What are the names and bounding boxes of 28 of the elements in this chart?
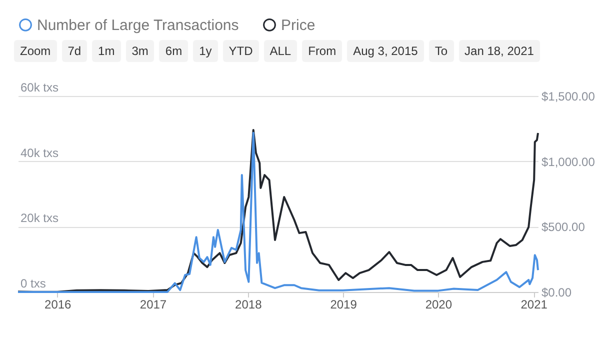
text: Zoom: [14, 40, 57, 62]
x-tick-label: 2019: [330, 298, 358, 312]
text: 7d: [62, 40, 88, 62]
text: 1y: [193, 40, 218, 62]
text: ALL: [264, 40, 298, 62]
y2-tick-label: $0.00: [542, 286, 572, 300]
legend-label: Price: [281, 16, 316, 34]
x-tick-label: 2021: [520, 298, 548, 312]
text: 6m: [159, 40, 188, 62]
legend-label: Number of Large Transactions: [37, 16, 239, 34]
text: 3m: [126, 40, 154, 62]
x-tick-label: 2018: [235, 298, 262, 312]
x-tick-label: 2020: [425, 298, 452, 312]
text: To: [428, 40, 454, 62]
text: From: [302, 40, 342, 62]
text: Aug 3, 2015: [347, 40, 424, 62]
x-tick-label: 2016: [44, 298, 72, 312]
y2-tick-label: $1,500.00: [542, 90, 596, 104]
y2-tick-label: $500.00: [542, 220, 586, 234]
x-tick-label: 2017: [140, 298, 167, 312]
text: YTD: [222, 40, 259, 62]
y-tick-label: 40k txs: [20, 146, 59, 160]
y-tick-label: 60k txs: [20, 80, 59, 94]
y-tick-label: 0 txs: [20, 276, 46, 290]
y2-tick-label: $1,000.00: [542, 154, 596, 169]
y-tick-label: 20k txs: [20, 211, 59, 226]
text: 1m: [92, 40, 121, 62]
text: Jan 18, 2021: [458, 40, 540, 62]
